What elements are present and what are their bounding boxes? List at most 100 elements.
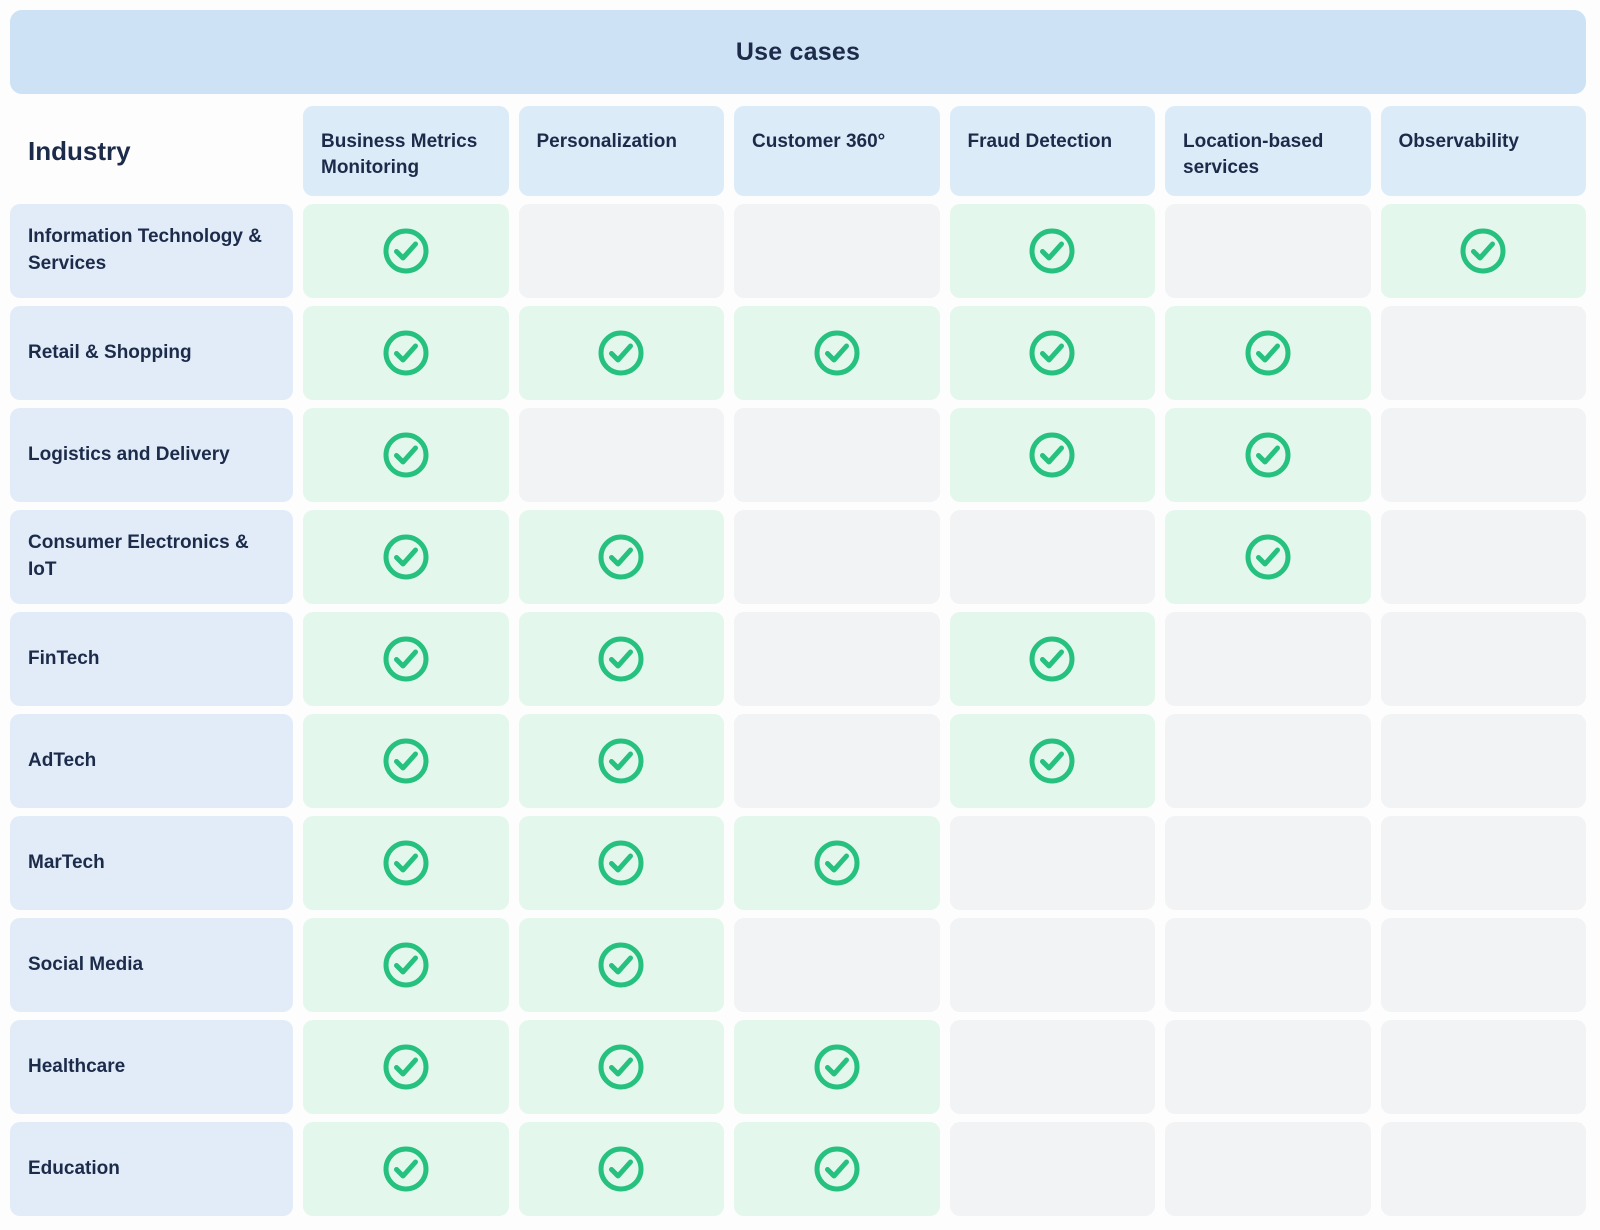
industry-label-retail-shopping: Retail & Shopping: [10, 306, 293, 400]
empty-cell-martech-location-based-services: [1165, 816, 1371, 910]
check-circle-icon: [383, 738, 429, 784]
check-circle-icon: [383, 330, 429, 376]
checked-cell-information-technology-services-business-metrics-monitoring: [303, 204, 509, 298]
empty-cell-fintech-observability: [1380, 612, 1586, 706]
check-circle-icon: [814, 1044, 860, 1090]
check-circle-icon: [1029, 636, 1075, 682]
check-circle-icon: [1029, 432, 1075, 478]
empty-cell-martech-observability: [1380, 816, 1586, 910]
check-circle-icon: [1245, 534, 1291, 580]
industry-label-martech: MarTech: [10, 816, 293, 910]
check-circle-icon: [383, 534, 429, 580]
empty-cell-healthcare-fraud-detection: [949, 1020, 1155, 1114]
checked-cell-healthcare-business-metrics-monitoring: [303, 1020, 509, 1114]
empty-cell-information-technology-services-location-based-services: [1165, 204, 1371, 298]
empty-cell-education-fraud-detection: [949, 1122, 1155, 1216]
checked-cell-fintech-personalization: [518, 612, 724, 706]
check-circle-icon: [383, 1044, 429, 1090]
checked-cell-retail-shopping-personalization: [518, 306, 724, 400]
checked-cell-logistics-and-delivery-location-based-services: [1165, 408, 1371, 502]
industry-use-case-grid: Industry Business Metrics Monitoring Pers…: [10, 106, 1586, 1216]
industry-label-information-technology-services: Information Technology & Services: [10, 204, 293, 298]
banner-title: Use cases: [735, 37, 861, 66]
check-circle-icon: [1029, 738, 1075, 784]
checked-cell-martech-personalization: [518, 816, 724, 910]
check-circle-icon: [598, 534, 644, 580]
checked-cell-adtech-personalization: [518, 714, 724, 808]
checked-cell-social-media-personalization: [518, 918, 724, 1012]
check-circle-icon: [598, 738, 644, 784]
empty-cell-retail-shopping-observability: [1380, 306, 1586, 400]
empty-cell-healthcare-location-based-services: [1165, 1020, 1371, 1114]
checked-cell-information-technology-services-observability: [1380, 204, 1586, 298]
checked-cell-retail-shopping-location-based-services: [1165, 306, 1371, 400]
check-circle-icon: [383, 636, 429, 682]
check-circle-icon: [1029, 228, 1075, 274]
check-circle-icon: [814, 330, 860, 376]
empty-cell-social-media-location-based-services: [1165, 918, 1371, 1012]
checked-cell-education-customer-360: [734, 1122, 940, 1216]
empty-cell-adtech-location-based-services: [1165, 714, 1371, 808]
use-cases-banner: Use cases: [10, 10, 1586, 94]
checked-cell-retail-shopping-business-metrics-monitoring: [303, 306, 509, 400]
checked-cell-consumer-electronics-iot-personalization: [518, 510, 724, 604]
column-header-business-metrics-monitoring: Business Metrics Monitoring: [303, 106, 509, 196]
check-circle-icon: [814, 1146, 860, 1192]
empty-cell-healthcare-observability: [1380, 1020, 1586, 1114]
checked-cell-social-media-business-metrics-monitoring: [303, 918, 509, 1012]
column-header-customer-360: Customer 360°: [734, 106, 940, 196]
empty-cell-adtech-observability: [1380, 714, 1586, 808]
empty-cell-fintech-location-based-services: [1165, 612, 1371, 706]
check-circle-icon: [598, 330, 644, 376]
empty-cell-consumer-electronics-iot-fraud-detection: [949, 510, 1155, 604]
checked-cell-education-business-metrics-monitoring: [303, 1122, 509, 1216]
empty-cell-logistics-and-delivery-personalization: [518, 408, 724, 502]
check-circle-icon: [383, 942, 429, 988]
empty-cell-consumer-electronics-iot-observability: [1380, 510, 1586, 604]
checked-cell-fintech-business-metrics-monitoring: [303, 612, 509, 706]
checked-cell-education-personalization: [518, 1122, 724, 1216]
check-circle-icon: [598, 636, 644, 682]
check-circle-icon: [383, 840, 429, 886]
empty-cell-fintech-customer-360: [734, 612, 940, 706]
checked-cell-martech-customer-360: [734, 816, 940, 910]
checked-cell-healthcare-customer-360: [734, 1020, 940, 1114]
industry-label-fintech: FinTech: [10, 612, 293, 706]
empty-cell-consumer-electronics-iot-customer-360: [734, 510, 940, 604]
checked-cell-adtech-business-metrics-monitoring: [303, 714, 509, 808]
check-circle-icon: [383, 432, 429, 478]
check-circle-icon: [814, 840, 860, 886]
checked-cell-logistics-and-delivery-business-metrics-monitoring: [303, 408, 509, 502]
check-circle-icon: [598, 942, 644, 988]
industry-label-social-media: Social Media: [10, 918, 293, 1012]
checked-cell-logistics-and-delivery-fraud-detection: [949, 408, 1155, 502]
column-header-location-based-services: Location-based services: [1165, 106, 1371, 196]
industry-label-healthcare: Healthcare: [10, 1020, 293, 1114]
industry-label-adtech: AdTech: [10, 714, 293, 808]
column-header-observability: Observability: [1380, 106, 1586, 196]
empty-cell-social-media-customer-360: [734, 918, 940, 1012]
checked-cell-information-technology-services-fraud-detection: [949, 204, 1155, 298]
check-circle-icon: [1029, 330, 1075, 376]
column-header-fraud-detection: Fraud Detection: [949, 106, 1155, 196]
empty-cell-education-observability: [1380, 1122, 1586, 1216]
check-circle-icon: [598, 1146, 644, 1192]
empty-cell-information-technology-services-customer-360: [734, 204, 940, 298]
check-circle-icon: [598, 1044, 644, 1090]
checked-cell-retail-shopping-customer-360: [734, 306, 940, 400]
checked-cell-fintech-fraud-detection: [949, 612, 1155, 706]
industry-label-education: Education: [10, 1122, 293, 1216]
empty-cell-information-technology-services-personalization: [518, 204, 724, 298]
industry-label-logistics-and-delivery: Logistics and Delivery: [10, 408, 293, 502]
empty-cell-martech-fraud-detection: [949, 816, 1155, 910]
empty-cell-logistics-and-delivery-observability: [1380, 408, 1586, 502]
check-circle-icon: [383, 1146, 429, 1192]
check-circle-icon: [1460, 228, 1506, 274]
check-circle-icon: [383, 228, 429, 274]
industry-header: Industry: [28, 135, 131, 166]
checked-cell-healthcare-personalization: [518, 1020, 724, 1114]
checked-cell-retail-shopping-fraud-detection: [949, 306, 1155, 400]
column-header-personalization: Personalization: [518, 106, 724, 196]
empty-cell-social-media-fraud-detection: [949, 918, 1155, 1012]
